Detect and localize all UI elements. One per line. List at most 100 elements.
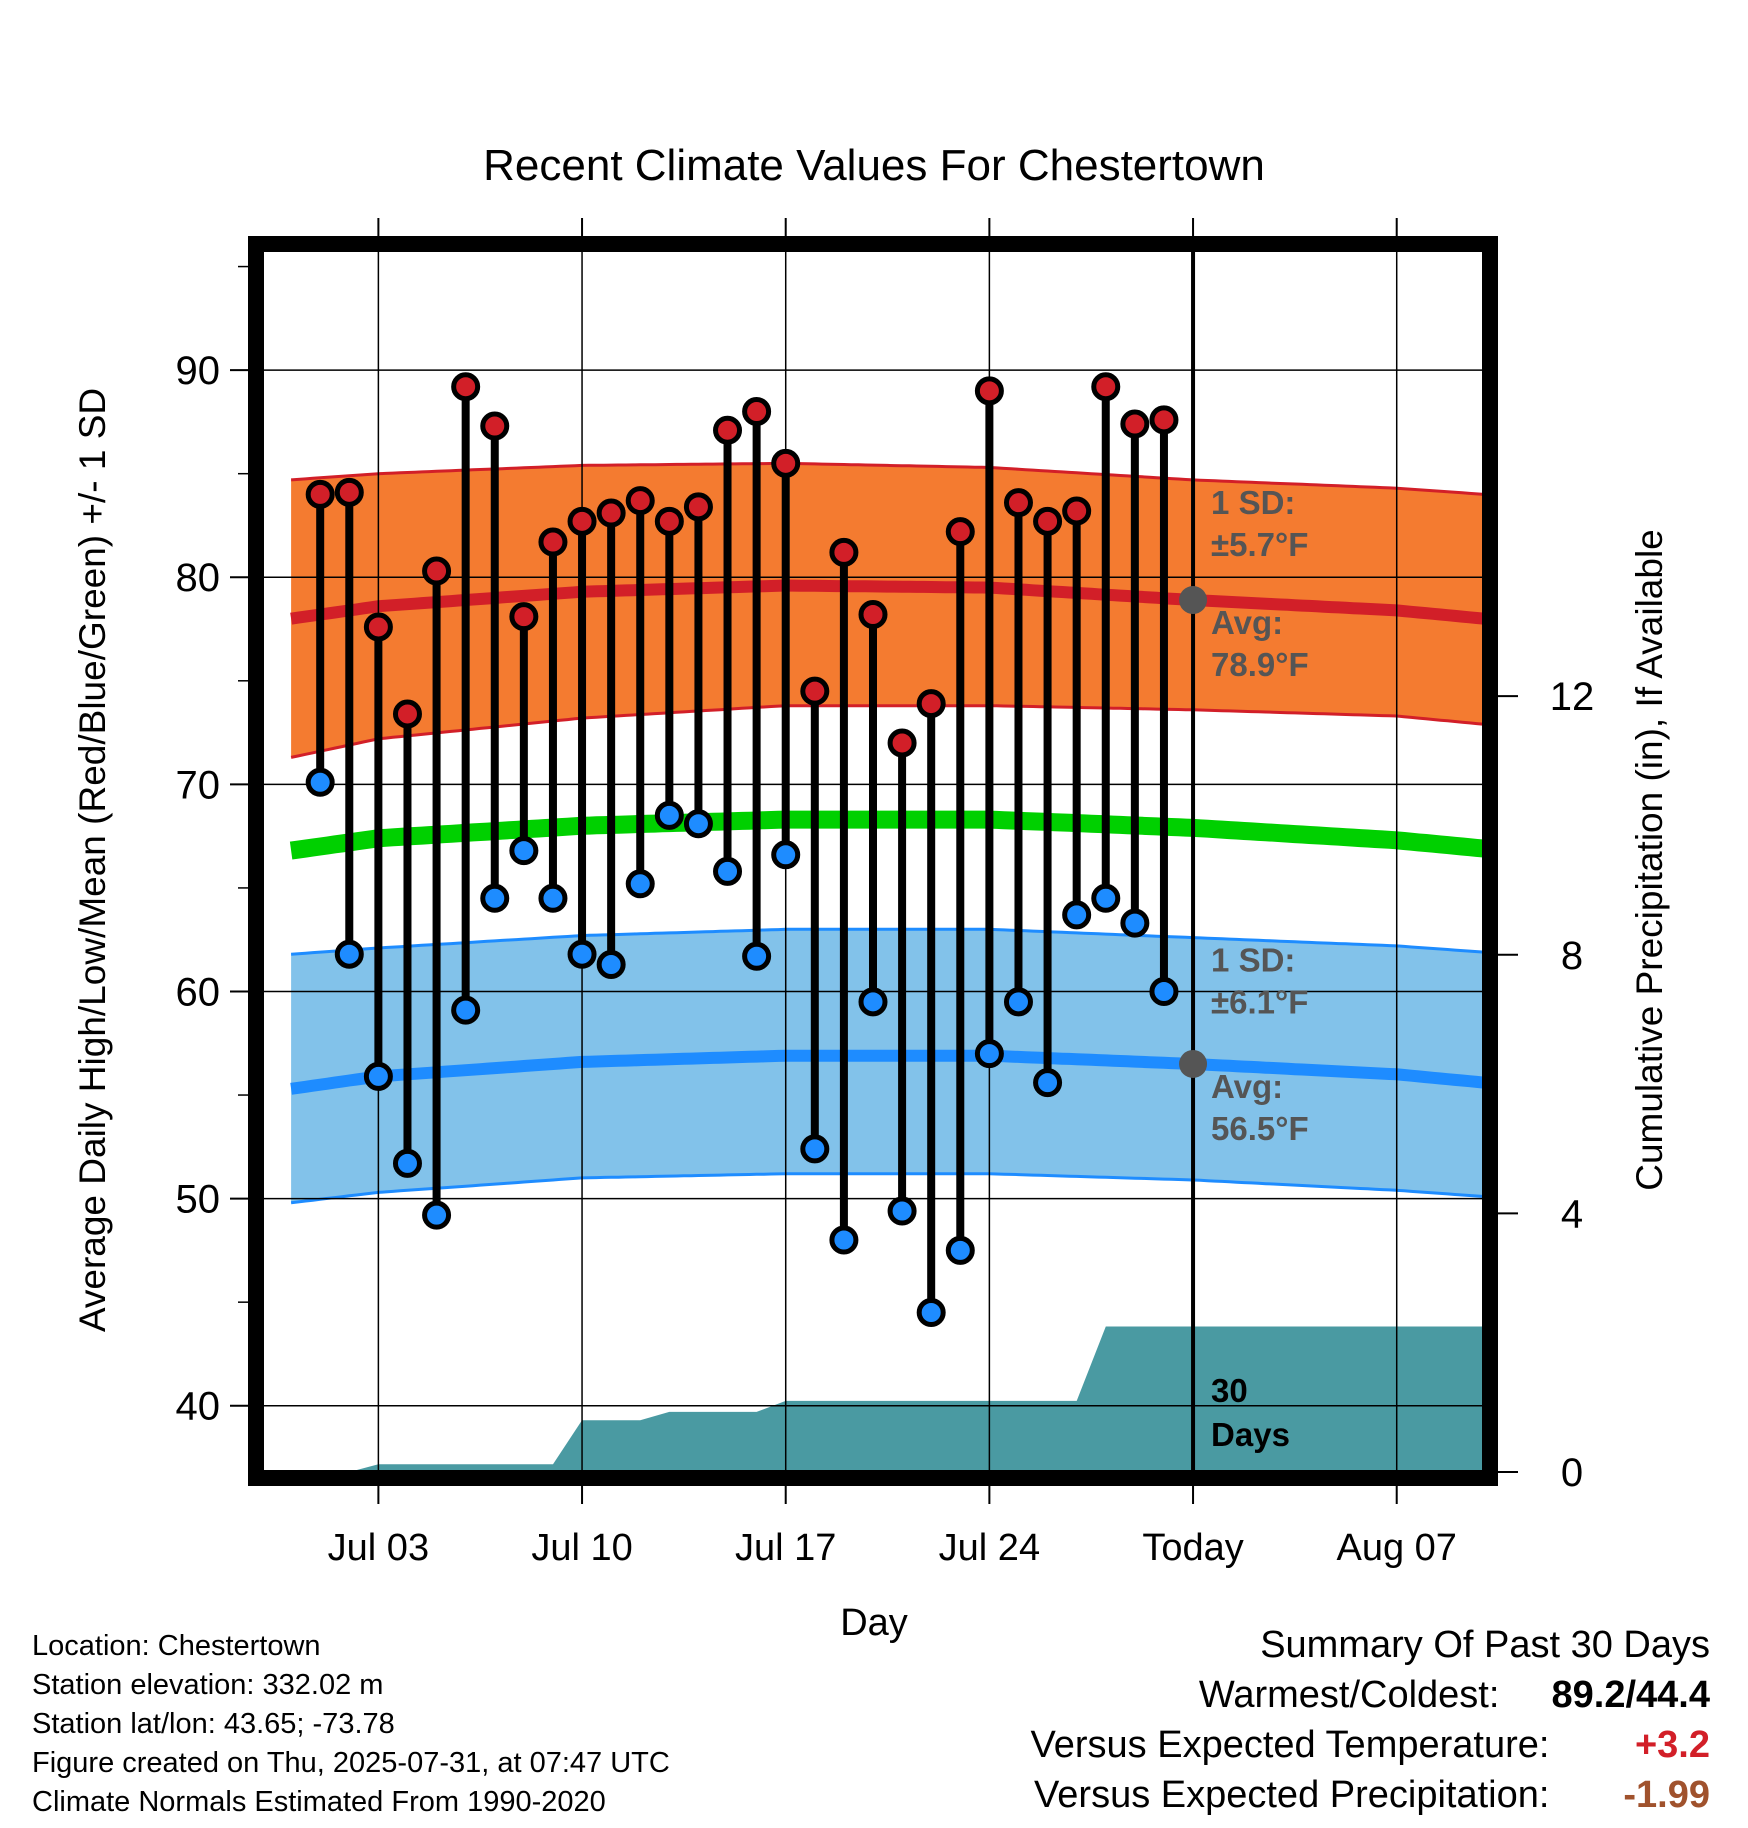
precip-days-unit: Days [1211,1416,1290,1453]
observed-high-point [858,600,888,630]
high-sd-band-upper-edge [290,461,1484,496]
observed-low-point [392,1148,422,1178]
observed-low-point [480,883,510,913]
observed-high-point [1003,488,1033,518]
info-normals: Climate Normals Estimated From 1990-2020 [32,1786,606,1818]
info-elevation: Station elevation: 332.02 m [32,1669,384,1701]
observed-low-point [742,941,772,971]
observed-high-point [509,602,539,632]
low-sd-band-lower-edge [290,1172,1484,1205]
precip-value: -1.99 [1623,1774,1710,1816]
y-tick-label-60: 60 [176,970,221,1014]
observed-high-point [916,689,946,719]
summary-temp: Versus Expected Temperature: +3.2 [1031,1720,1710,1770]
mean-normal-line [289,810,1484,860]
y2-tick-label-12: 12 [1550,675,1595,719]
observed-high-point [480,411,510,441]
observed-low-point [858,987,888,1017]
high-sd-value: ±5.7°F [1211,526,1308,563]
low-normal-line [290,1049,1484,1095]
observed-high-point [625,486,655,516]
observed-high-point [829,537,859,567]
x-tick-label-jul-03: Jul 03 [328,1527,429,1569]
observed-high-point [1062,496,1092,526]
observed-high-point [887,728,917,758]
observed-low-point [654,800,684,830]
observed-high-point [567,506,597,536]
observed-high-point [1091,372,1121,402]
observed-low-point [829,1225,859,1255]
observed-low-point [771,840,801,870]
low-avg-value: 56.5°F [1211,1110,1309,1147]
warm-cold-label: Warmest/Coldest: [1198,1674,1500,1716]
observed-high-point [771,448,801,478]
x-tick-label-jul-10: Jul 10 [531,1527,632,1569]
high-avg-label: Avg: [1211,604,1283,641]
observed-low-point [800,1134,830,1164]
observed-low-point [1062,900,1092,930]
observed-low-point [683,809,713,839]
low-sd-band-upper-edge [290,927,1484,956]
observed-low-point [451,995,481,1025]
observed-high-point [683,492,713,522]
today-high-avg-marker [1179,586,1208,615]
summary-precip: Versus Expected Precipitation: -1.99 [1034,1770,1710,1820]
y-tick-label-40: 40 [176,1385,221,1429]
observed-low-point [538,883,568,913]
info-latlon: Station lat/lon: 43.65; -73.78 [32,1708,395,1740]
observed-high-point [538,527,568,557]
observed-low-point [1149,976,1179,1006]
observed-high-point [945,517,975,547]
temp-value: +3.2 [1634,1724,1710,1766]
precip-label: Versus Expected Precipitation: [1034,1774,1550,1816]
y2-tick-label-4: 4 [1561,1192,1583,1236]
today-low-avg-marker [1179,1049,1208,1078]
observed-high-point [654,506,684,536]
low-sd-value: ±6.1°F [1211,984,1308,1021]
observed-high-point [422,556,452,586]
observed-high-point [451,372,481,402]
info-location: Location: Chestertown [32,1630,321,1662]
observed-high-point [742,397,772,427]
chart-title: Recent Climate Values For Chestertown [483,141,1265,190]
observed-low-point [916,1298,946,1328]
observed-low-point [567,939,597,969]
observed-low-point [625,869,655,899]
y-tick-label-50: 50 [176,1178,221,1222]
observed-low-point [422,1200,452,1230]
observed-low-point [974,1039,1004,1069]
y-tick-label-90: 90 [176,349,221,393]
x-tick-label-jul-24: Jul 24 [939,1527,1040,1569]
high-sd-label: 1 SD: [1211,484,1295,521]
low-sd-label: 1 SD: [1211,942,1295,979]
observed-low-point [713,856,743,886]
y-axis-label: Average Daily High/Low/Mean (Red/Blue/Gr… [72,388,113,1332]
observed-low-point [596,950,626,980]
observed-low-point [363,1061,393,1091]
x-axis-label: Day [840,1602,908,1644]
observed-high-point [596,498,626,528]
observed-high-point [974,376,1004,406]
observed-low-point [887,1196,917,1226]
y2-tick-label-8: 8 [1561,934,1583,978]
low-avg-label: Avg: [1211,1068,1283,1105]
high-sd-band-lower-edge [290,704,1484,759]
observed-low-point [1120,908,1150,938]
temp-label: Versus Expected Temperature: [1030,1724,1550,1766]
observed-high-point [713,415,743,445]
y2-axis-label: Cumulative Precipitation (in), If Availa… [1629,529,1670,1191]
high-avg-value: 78.9°F [1211,646,1309,683]
observed-low-point [1091,883,1121,913]
high-sd-band [291,463,1484,758]
x-tick-label-aug-07: Aug 07 [1336,1527,1456,1569]
y-tick-label-80: 80 [176,556,221,600]
observed-low-point [305,767,335,797]
x-tick-label-today: Today [1142,1527,1243,1569]
low-sd-band [291,929,1484,1203]
observed-high-point [1033,506,1063,536]
observed-low-point [1003,987,1033,1017]
summary-warm-cold: Warmest/Coldest: 89.2/44.4 [1199,1670,1710,1720]
precip-area [291,1326,1484,1472]
observed-high-point [392,699,422,729]
plot-frame [248,236,1498,1486]
